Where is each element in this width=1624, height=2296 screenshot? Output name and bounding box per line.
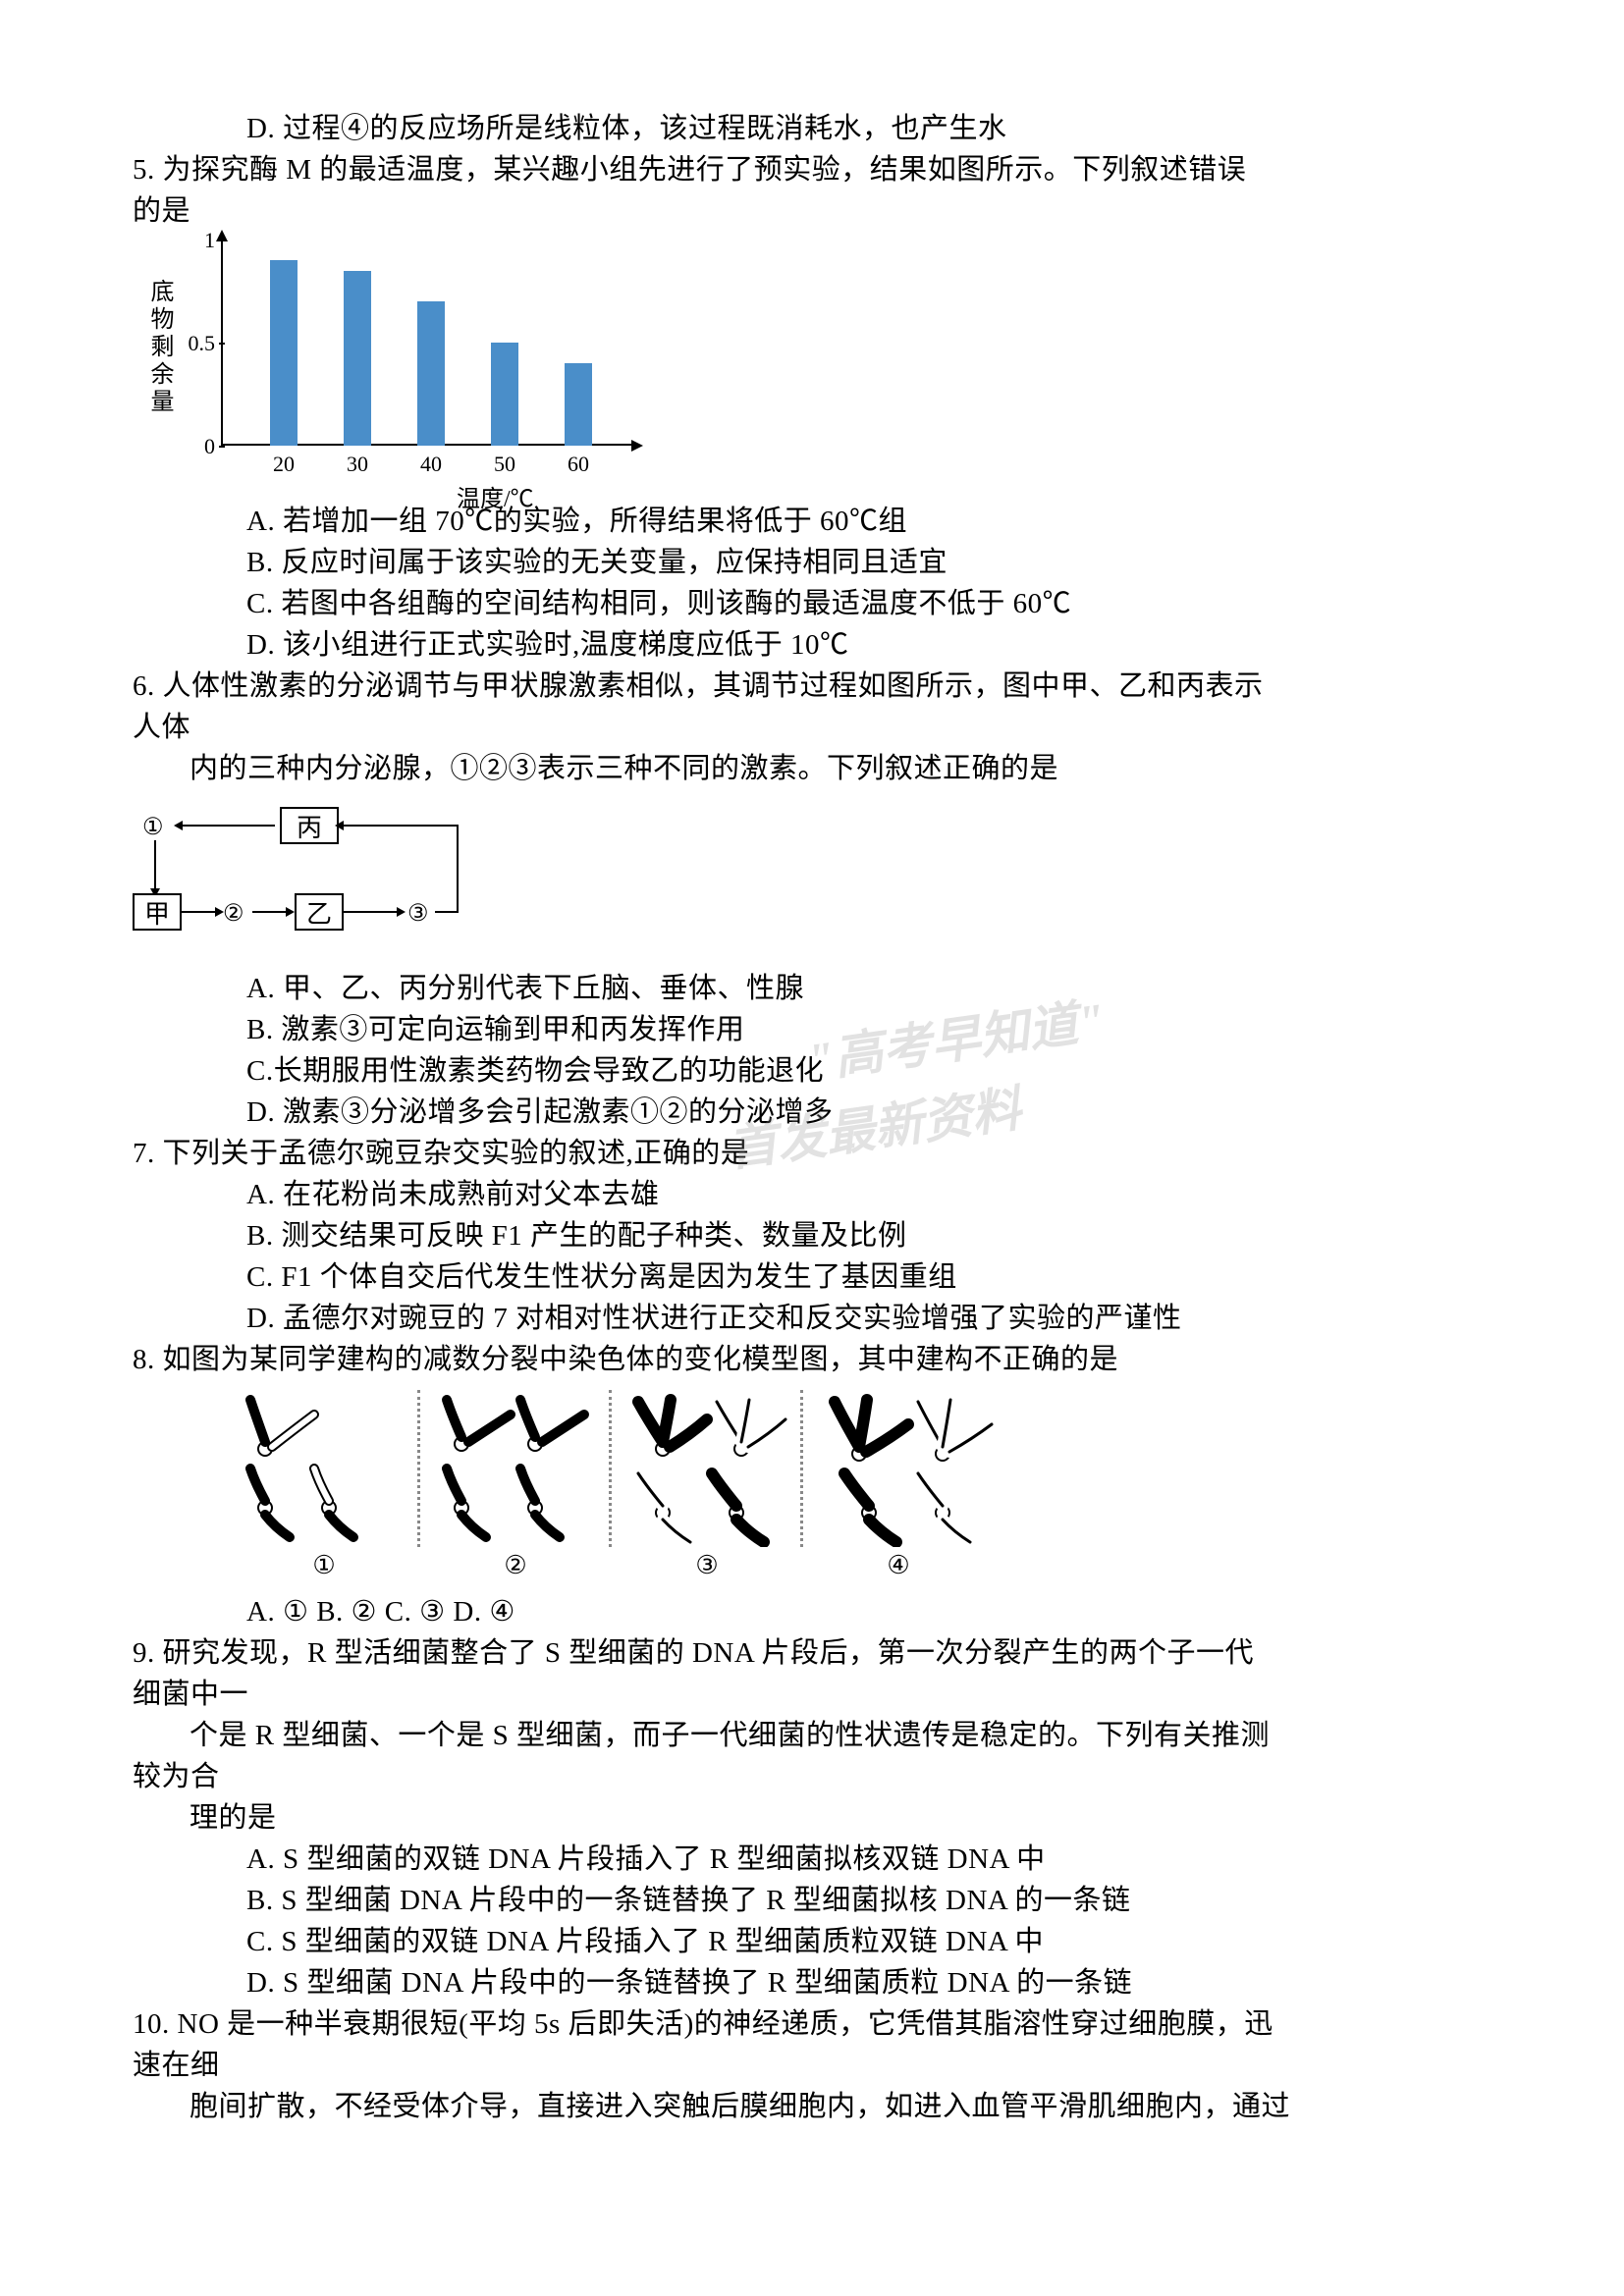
d8-num3: ③ — [614, 1551, 800, 1580]
d8-svg4 — [805, 1390, 1001, 1547]
d6-arrow-jia-to-2 — [182, 911, 216, 913]
q9-stem2: 细菌中一 — [133, 1674, 1507, 1715]
d6-line-3-up — [457, 825, 459, 913]
d8-num4: ④ — [805, 1551, 992, 1580]
q7-b: B. 测交结果可反映 F1 产生的配子种类、数量及比例 — [133, 1215, 1507, 1256]
q9-d: D. S 型细菌 DNA 片段中的一条链替换了 R 型细菌质粒 DNA 的一条链 — [133, 1962, 1507, 2003]
q6-a: A. 甲、乙、丙分别代表下丘脑、垂体、性腺 — [133, 968, 1507, 1009]
d8-svg3 — [614, 1390, 800, 1547]
q6-diagram: ① 丙 甲 ② 乙 ③ — [133, 795, 506, 962]
xtick-label: 50 — [485, 452, 524, 477]
d6-circle1: ① — [142, 813, 164, 841]
d8-svg2 — [422, 1390, 609, 1547]
q6-stem2: 人体 — [133, 707, 1507, 748]
d8-col4 — [805, 1390, 992, 1547]
d8-num1: ① — [231, 1551, 417, 1580]
q4-d: D. 过程④的反应场所是线粒体，该过程既消耗水，也产生水 — [133, 108, 1507, 149]
q9-stem4: 较为合 — [133, 1756, 1507, 1797]
xtick-label: 30 — [338, 452, 377, 477]
q5-c: C. 若图中各组酶的空间结构相同，则该酶的最适温度不低于 60℃ — [133, 583, 1507, 624]
d8-sep1 — [417, 1390, 420, 1547]
xtick-label: 60 — [559, 452, 598, 477]
ytick-label: 0 — [180, 434, 215, 459]
q9-a: A. S 型细菌的双链 DNA 片段插入了 R 型细菌拟核双链 DNA 中 — [133, 1839, 1507, 1880]
ytick-label: 1 — [180, 228, 215, 253]
q7-stem: 7. 下列关于孟德尔豌豆杂交实验的叙述,正确的是 — [133, 1133, 1507, 1174]
q10-stem1: 10. NO 是一种半衰期很短(平均 5s 后即失活)的神经递质，它凭借其脂溶性… — [133, 2003, 1507, 2045]
page-content: D. 过程④的反应场所是线粒体，该过程既消耗水，也产生水 5. 为探究酶 M 的… — [133, 108, 1507, 2127]
d8-col2 — [422, 1390, 609, 1547]
chart-bar — [565, 363, 592, 446]
chart-bar — [417, 301, 445, 446]
d6-arrow-yi-to-3 — [344, 911, 398, 913]
chart-bar — [270, 260, 298, 446]
d6-circle3: ③ — [407, 899, 429, 928]
q8-diagram: ① ② ③ ④ — [231, 1390, 1016, 1586]
chart-ylabel: 底物剩余量 — [142, 279, 177, 416]
d8-col3 — [614, 1390, 800, 1547]
q9-stem3: 个是 R 型细菌、一个是 S 型细菌，而子一代细菌的性状遗传是稳定的。下列有关推… — [133, 1715, 1507, 1756]
chart-bar — [491, 343, 518, 446]
q10-stem2: 速在细 — [133, 2045, 1507, 2086]
q7-d: D. 孟德尔对豌豆的 7 对相对性状进行正交和反交实验增强了实验的严谨性 — [133, 1298, 1507, 1339]
xtick-label: 40 — [411, 452, 451, 477]
d6-box-bing: 丙 — [280, 807, 339, 844]
q6-d: D. 激素③分泌增多会引起激素①②的分泌增多 — [133, 1092, 1507, 1133]
chart-bar — [344, 271, 371, 447]
q9-b: B. S 型细菌 DNA 片段中的一条链替换了 R 型细菌拟核 DNA 的一条链 — [133, 1880, 1507, 1921]
q10-stem3: 胞间扩散，不经受体介导，直接进入突触后膜细胞内，如进入血管平滑肌细胞内，通过 — [133, 2086, 1507, 2127]
q5-a: A. 若增加一组 70℃的实验，所得结果将低于 60℃组 — [133, 501, 1507, 542]
q6-stem3: 内的三种内分泌腺，①②③表示三种不同的激素。下列叙述正确的是 — [133, 748, 1507, 789]
xtick-label: 20 — [264, 452, 303, 477]
q8-stem: 8. 如图为某同学建构的减数分裂中染色体的变化模型图，其中建构不正确的是 — [133, 1339, 1507, 1380]
q5-chart: 底物剩余量 00.512030405060 温度/℃ — [142, 240, 653, 495]
d8-num2: ② — [422, 1551, 609, 1580]
d6-line-top-right — [339, 825, 457, 827]
q8-opts: A. ① B. ② C. ③ D. ④ — [133, 1591, 1507, 1632]
ytick-mark — [219, 343, 225, 345]
d6-arrow-2-to-yi — [252, 911, 287, 913]
q7-c: C. F1 个体自交后代发生性状分离是因为发生了基因重组 — [133, 1256, 1507, 1298]
q6-stem1: 6. 人体性激素的分泌调节与甲状腺激素相似，其调节过程如图所示，图中甲、乙和丙表… — [133, 666, 1507, 707]
d6-box-jia: 甲 — [133, 893, 182, 931]
q9-stem5: 理的是 — [133, 1797, 1507, 1839]
q6-c: C.长期服用性激素类药物会导致乙的功能退化 — [133, 1050, 1507, 1092]
d6-line-3-right — [435, 911, 457, 913]
d6-circle2: ② — [223, 899, 244, 928]
q6-b: B. 激素③可定向运输到甲和丙发挥作用 — [133, 1009, 1507, 1050]
q9-stem1: 9. 研究发现，R 型活细菌整合了 S 型细菌的 DNA 片段后，第一次分裂产生… — [133, 1632, 1507, 1674]
q5-d: D. 该小组进行正式实验时,温度梯度应低于 10℃ — [133, 624, 1507, 666]
ytick-label: 0.5 — [180, 331, 215, 356]
q5-b: B. 反应时间属于该实验的无关变量，应保持相同且适宜 — [133, 542, 1507, 583]
d8-col1 — [231, 1390, 417, 1547]
d8-sep3 — [800, 1390, 803, 1547]
ytick-mark — [219, 240, 225, 241]
d6-arrow-bing-to-1 — [182, 825, 275, 827]
d8-svg1 — [231, 1390, 417, 1547]
q9-c: C. S 型细菌的双链 DNA 片段插入了 R 型细菌质粒双链 DNA 中 — [133, 1921, 1507, 1962]
q5-stem1: 5. 为探究酶 M 的最适温度，某兴趣小组先进行了预实验，结果如图所示。下列叙述… — [133, 149, 1507, 190]
q5-stem2: 的是 — [133, 190, 1507, 232]
d6-arrow-1-to-jia — [154, 840, 156, 889]
d6-box-yi: 乙 — [295, 893, 344, 931]
ytick-mark — [219, 446, 225, 448]
d8-sep2 — [609, 1390, 612, 1547]
chart-xlabel: 温度/℃ — [457, 479, 534, 513]
q7-a: A. 在花粉尚未成熟前对父本去雄 — [133, 1174, 1507, 1215]
